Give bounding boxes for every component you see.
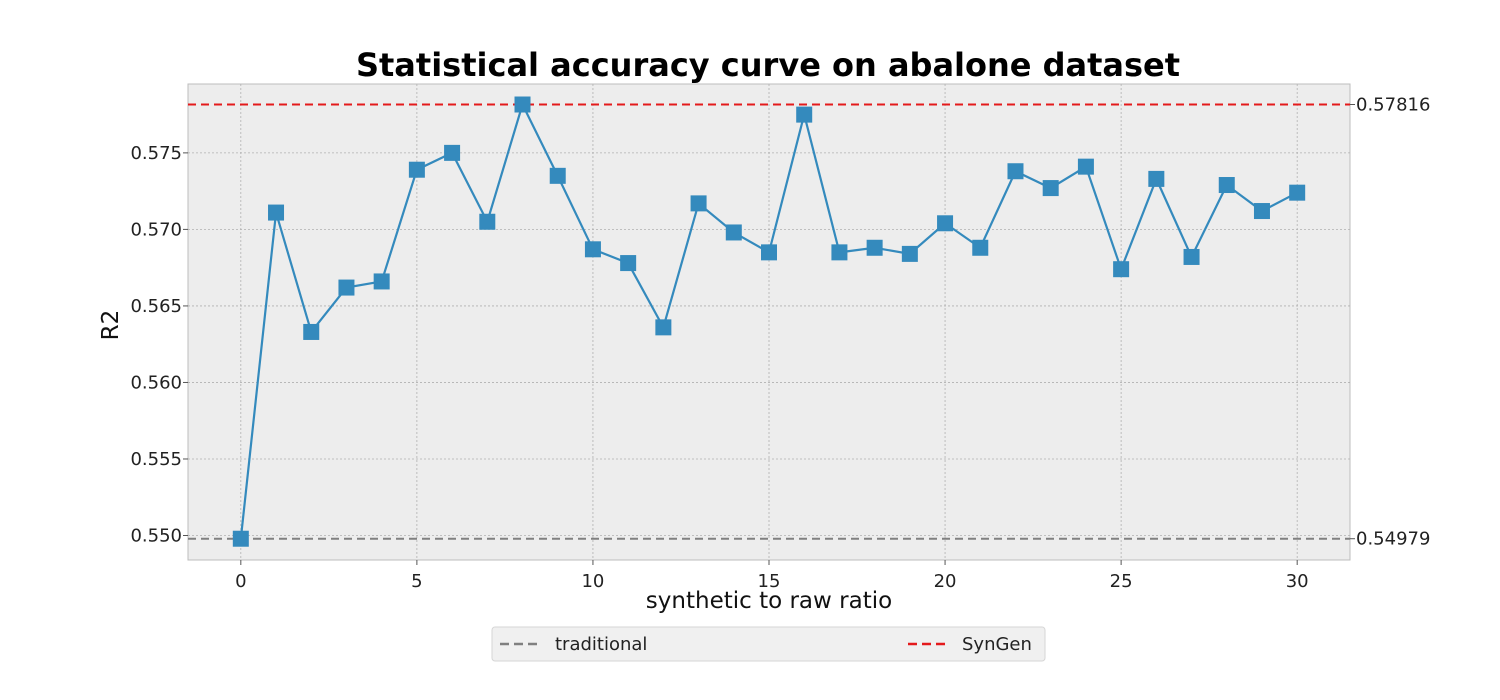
data-point-marker: [1253, 203, 1270, 220]
x-tick-label: 5: [411, 571, 422, 592]
legend-traditional-label: traditional: [555, 634, 647, 655]
legend: traditional SynGen: [491, 626, 1046, 662]
y-axis-label: R2: [98, 310, 124, 341]
data-point-marker: [690, 195, 707, 212]
data-point-marker: [796, 106, 813, 123]
data-point-marker: [268, 204, 285, 221]
reference-value-label: 0.57816: [1356, 95, 1430, 116]
data-point-marker: [338, 279, 355, 296]
data-point-marker: [373, 273, 390, 290]
chart-title: Statistical accuracy curve on abalone da…: [356, 46, 1180, 84]
grid-lines: [188, 84, 1350, 560]
reference-value-label: 0.54979: [1356, 529, 1430, 550]
data-point-marker: [620, 255, 637, 272]
data-point-marker: [972, 239, 989, 256]
y-tick-label: 0.570: [130, 219, 182, 240]
data-point-marker: [232, 530, 249, 547]
data-point-marker: [479, 213, 496, 230]
data-point-marker: [725, 224, 742, 241]
data-point-marker: [1218, 177, 1235, 194]
x-tick-label: 30: [1286, 571, 1309, 592]
data-point-marker: [1183, 248, 1200, 265]
data-point-marker: [831, 244, 848, 261]
data-point-marker: [901, 245, 918, 262]
y-tick-label: 0.560: [130, 372, 182, 393]
data-point-marker: [444, 144, 461, 161]
data-point-marker: [866, 239, 883, 256]
y-tick-label: 0.575: [130, 143, 182, 164]
data-point-marker: [1007, 163, 1024, 180]
data-point-marker: [937, 215, 954, 232]
x-tick-label: 10: [581, 571, 604, 592]
data-point-marker: [1042, 180, 1059, 197]
x-tick-label: 15: [758, 571, 781, 592]
data-point-marker: [655, 319, 672, 336]
data-point-marker: [303, 323, 320, 340]
data-point-marker: [1289, 184, 1306, 201]
legend-syngen-label: SynGen: [962, 634, 1032, 655]
x-tick-labels: 0 5 10 15 20 25 30: [235, 560, 1309, 592]
x-tick-label: 0: [235, 571, 246, 592]
x-axis-label: synthetic to raw ratio: [646, 588, 892, 614]
y-tick-labels: 0.550 0.555 0.560 0.565 0.570 0.575: [130, 143, 188, 547]
data-point-marker: [584, 241, 601, 258]
y-tick-label: 0.555: [130, 449, 182, 470]
legend-box: [491, 626, 1046, 662]
y-tick-label: 0.550: [130, 526, 182, 547]
data-point-marker: [1077, 158, 1094, 175]
reference-lines: 0.54979 0.57816: [188, 95, 1430, 550]
data-point-marker: [1148, 170, 1165, 187]
series-layer: [232, 96, 1306, 547]
data-point-marker: [408, 161, 425, 178]
data-point-marker: [761, 244, 777, 261]
data-point-marker: [1113, 261, 1130, 278]
data-point-marker: [514, 96, 531, 113]
x-tick-label: 25: [1110, 571, 1133, 592]
x-tick-label: 20: [934, 571, 957, 592]
data-point-marker: [549, 167, 566, 184]
y-tick-label: 0.565: [130, 296, 182, 317]
